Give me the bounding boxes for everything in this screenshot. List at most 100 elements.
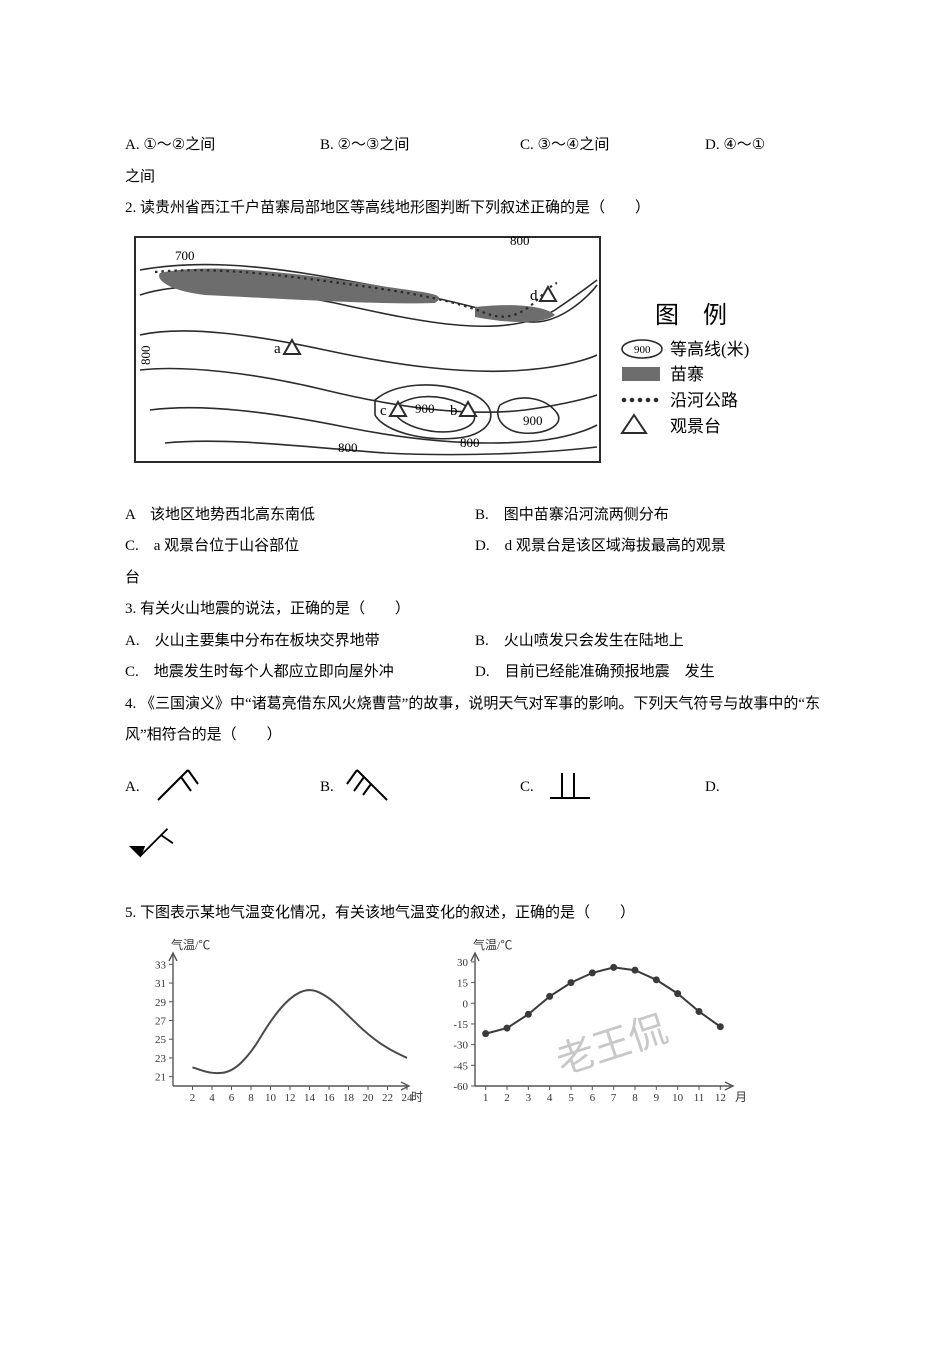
svg-text:33: 33 xyxy=(155,959,167,971)
q4-label-b: B. xyxy=(320,758,334,804)
q2-option-b-text: 图中苗寨沿河流两侧分布 xyxy=(504,507,669,523)
svg-text:23: 23 xyxy=(155,1052,167,1064)
svg-text:25: 25 xyxy=(155,1034,167,1046)
q2-options-row2: C. a 观景台位于山谷部位 D. d 观景台是该区域海拔最高的观景 xyxy=(125,531,840,563)
svg-text:0: 0 xyxy=(463,998,469,1010)
svg-text:800: 800 xyxy=(338,440,358,455)
q4-extra-symbol xyxy=(125,816,840,879)
svg-text:31: 31 xyxy=(155,978,166,990)
q5-charts: 2123252729313324681012141618202224气温/℃时 … xyxy=(125,935,840,1110)
q1-option-d: D. ④～① xyxy=(705,130,765,162)
svg-text:气温/℃: 气温/℃ xyxy=(473,937,512,952)
exam-page: A. ①～②之间 B. ②～③之间 C. ③～④之间 D. ④～① 之间 2. … xyxy=(0,0,950,1345)
q1-option-b: B. ②～③之间 xyxy=(320,130,520,162)
wind-symbol-d xyxy=(125,816,180,866)
svg-text:800: 800 xyxy=(460,435,480,450)
q2-option-b: B. 图中苗寨沿河流两侧分布 xyxy=(475,500,840,532)
svg-text:时: 时 xyxy=(411,1090,423,1104)
q2-stem: 2. 读贵州省西江千户苗寨局部地区等高线地形图判断下列叙述正确的是（ ） xyxy=(125,193,840,225)
svg-text:老王侃: 老王侃 xyxy=(551,1008,672,1083)
q2-contour-map: a b c d 700 800 800 800 800 900 900 图 例 900 等高线(米… xyxy=(125,225,825,480)
q4-label-c: C. xyxy=(520,758,534,804)
svg-text:7: 7 xyxy=(611,1092,617,1104)
legend-title: 图 例 xyxy=(655,302,727,329)
svg-text:观景台: 观景台 xyxy=(670,417,721,436)
svg-text:21: 21 xyxy=(155,1071,166,1083)
q5-stem: 5. 下图表示某地气温变化情况，有关该地气温变化的叙述，正确的是（ ） xyxy=(125,898,840,930)
q3-option-c-text: 地震发生时每个人都应立即向屋外冲 xyxy=(154,664,394,680)
q3-options-row1: A. 火山主要集中分布在板块交界地带 B. 火山喷发只会发生在陆地上 xyxy=(125,626,840,658)
svg-text:1: 1 xyxy=(483,1092,489,1104)
svg-text:27: 27 xyxy=(155,1015,167,1027)
q1-continuation: 之间 xyxy=(125,162,840,194)
svg-text:22: 22 xyxy=(382,1092,393,1104)
svg-text:等高线(米): 等高线(米) xyxy=(670,340,749,359)
q3-option-c: C. 地震发生时每个人都应立即向屋外冲 xyxy=(125,657,475,689)
svg-text:-15: -15 xyxy=(453,1018,468,1030)
svg-text:d: d xyxy=(530,288,538,304)
q4-option-b: B. xyxy=(320,758,520,808)
svg-text:-45: -45 xyxy=(453,1060,468,1072)
svg-text:15: 15 xyxy=(457,977,469,989)
svg-text:b: b xyxy=(450,403,458,419)
svg-text:800: 800 xyxy=(510,233,530,248)
q3-options-row2: C. 地震发生时每个人都应立即向屋外冲 D. 目前已经能准确预报地震 发生 xyxy=(125,657,840,689)
svg-text:18: 18 xyxy=(343,1092,355,1104)
wind-symbol-b xyxy=(342,758,397,808)
wind-symbol-c xyxy=(542,758,597,808)
wind-symbol-a xyxy=(148,758,203,808)
q2-continuation: 台 xyxy=(125,563,840,595)
q2-option-d-text: d 观景台是该区域海拔最高的观景 xyxy=(505,538,726,554)
svg-text:10: 10 xyxy=(672,1092,684,1104)
svg-text:9: 9 xyxy=(654,1092,660,1104)
q5-chart-daily-temp: 2123252729313324681012141618202224气温/℃时 xyxy=(125,935,425,1110)
svg-text:900: 900 xyxy=(634,344,651,356)
q3-option-b-text: 火山喷发只会发生在陆地上 xyxy=(504,633,684,649)
svg-text:8: 8 xyxy=(632,1092,638,1104)
q2-option-c: C. a 观景台位于山谷部位 xyxy=(125,531,475,563)
q4-label-a: A. xyxy=(125,758,140,804)
svg-text:29: 29 xyxy=(155,996,167,1008)
svg-text:800: 800 xyxy=(138,345,153,365)
q1-option-c: C. ③～④之间 xyxy=(520,130,705,162)
svg-text:6: 6 xyxy=(590,1092,596,1104)
svg-text:14: 14 xyxy=(304,1092,316,1104)
q1-option-a: A. ①～②之间 xyxy=(125,130,320,162)
svg-text:900: 900 xyxy=(523,413,543,428)
q3-stem: 3. 有关火山地震的说法，正确的是（ ） xyxy=(125,594,840,626)
svg-text:11: 11 xyxy=(694,1092,705,1104)
q4-label-d: D. xyxy=(705,758,720,804)
svg-text:12: 12 xyxy=(715,1092,726,1104)
svg-text:6: 6 xyxy=(229,1092,235,1104)
svg-text:900: 900 xyxy=(415,401,435,416)
svg-text:10: 10 xyxy=(265,1092,277,1104)
q5-chart-monthly-temp: 老王侃-60-45-30-1501530123456789101112气温/℃月… xyxy=(425,935,745,1110)
svg-text:12: 12 xyxy=(285,1092,296,1104)
svg-text:月份: 月份 xyxy=(735,1090,745,1104)
svg-text:4: 4 xyxy=(209,1092,215,1104)
svg-text:-30: -30 xyxy=(453,1039,468,1051)
svg-text:沿河公路: 沿河公路 xyxy=(670,391,738,410)
svg-text:700: 700 xyxy=(175,248,195,263)
svg-text:20: 20 xyxy=(363,1092,375,1104)
q3-option-a-text: 火山主要集中分布在板块交界地带 xyxy=(155,633,380,649)
q2-option-a-text: 该地区地势西北高东南低 xyxy=(150,507,315,523)
svg-text:4: 4 xyxy=(547,1092,553,1104)
svg-text:8: 8 xyxy=(248,1092,254,1104)
q3-option-d: D. 目前已经能准确预报地震 发生 xyxy=(475,657,840,689)
q4-option-d: D. xyxy=(705,758,728,804)
q4-stem: 4. 《三国演义》中“诸葛亮借东风火烧曹营”的故事，说明天气对军事的影响。下列天… xyxy=(125,689,840,752)
svg-text:-60: -60 xyxy=(453,1081,468,1093)
q3-option-a: A. 火山主要集中分布在板块交界地带 xyxy=(125,626,475,658)
svg-text:c: c xyxy=(380,403,387,419)
q2-option-d: D. d 观景台是该区域海拔最高的观景 xyxy=(475,531,840,563)
svg-text:30: 30 xyxy=(457,956,469,968)
svg-text:2: 2 xyxy=(504,1092,510,1104)
svg-text:a: a xyxy=(274,341,281,357)
svg-text:气温/℃: 气温/℃ xyxy=(171,937,210,952)
q3-option-b: B. 火山喷发只会发生在陆地上 xyxy=(475,626,840,658)
svg-text:2: 2 xyxy=(190,1092,196,1104)
q3-option-d-text: 目前已经能准确预报地震 发生 xyxy=(505,664,715,680)
q4-option-a: A. xyxy=(125,758,320,808)
q2-option-a: A 该地区地势西北高东南低 xyxy=(125,500,475,532)
